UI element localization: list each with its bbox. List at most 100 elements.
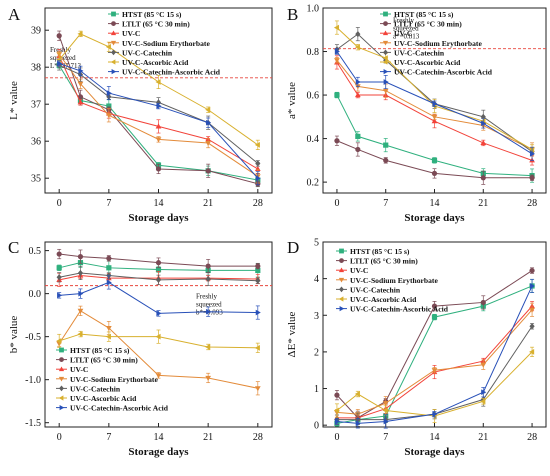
data-point bbox=[77, 31, 83, 37]
legend-label: UV-C-Catechin-Ascorbic Acid bbox=[70, 404, 169, 413]
data-point bbox=[333, 24, 340, 31]
x-tick-label: 28 bbox=[253, 432, 263, 443]
y-tick-label: 5 bbox=[314, 238, 319, 249]
data-point bbox=[106, 265, 112, 271]
data-point bbox=[105, 333, 111, 340]
x-tick-label: 7 bbox=[106, 198, 111, 209]
data-point bbox=[334, 418, 340, 425]
legend-marker bbox=[58, 395, 64, 401]
data-point bbox=[431, 170, 438, 177]
legend-label: UV-C bbox=[350, 266, 368, 275]
reference-label: squeezed bbox=[393, 25, 419, 33]
data-point bbox=[431, 314, 438, 320]
x-tick-label: 14 bbox=[154, 198, 164, 209]
legend-label: UV-C-Ascorbic Acid bbox=[122, 58, 189, 67]
legend-label: UV-C-Ascorbic Acid bbox=[350, 295, 417, 304]
panel-a: A 0 7 14 21 28 35 36 37 38 39 Storage days L* value… bbox=[8, 5, 273, 224]
x-tick-label: 7 bbox=[383, 198, 388, 209]
data-point bbox=[383, 142, 389, 148]
data-point bbox=[432, 100, 438, 107]
data-point bbox=[255, 309, 261, 316]
series-line bbox=[336, 305, 533, 419]
series-line bbox=[336, 27, 533, 150]
series bbox=[334, 302, 535, 420]
data-point bbox=[105, 325, 112, 332]
legend-label: HTST (85 °C 15 s) bbox=[122, 10, 182, 19]
data-point bbox=[355, 420, 361, 427]
data-point bbox=[205, 263, 211, 269]
series-line bbox=[336, 285, 533, 424]
y-axis-title: ΔE* value bbox=[286, 311, 298, 357]
legend-marker bbox=[382, 40, 389, 46]
legend-label: UV-C-Ascorbic Acid bbox=[70, 394, 137, 403]
series bbox=[334, 48, 536, 161]
legend-label: UV-C-Ascorbic Acid bbox=[394, 58, 461, 67]
data-point bbox=[56, 265, 62, 271]
legend-marker bbox=[58, 376, 65, 382]
legend-marker bbox=[59, 404, 65, 411]
legend-label: UV-C-Sodium Erythorbate bbox=[122, 39, 210, 48]
x-tick-label: 21 bbox=[478, 198, 488, 209]
data-point bbox=[155, 266, 162, 273]
y-axis-title: b* value bbox=[8, 316, 20, 354]
data-point bbox=[205, 140, 212, 147]
legend: HTST (85 °C 15 s)LTLT (65 °C 30 min)UV-C… bbox=[380, 10, 493, 77]
data-point bbox=[106, 255, 112, 261]
data-point bbox=[155, 123, 162, 129]
legend-marker bbox=[110, 40, 117, 46]
data-point bbox=[155, 373, 162, 379]
data-point bbox=[355, 133, 361, 140]
legend-marker bbox=[382, 59, 388, 65]
legend-marker bbox=[59, 385, 64, 392]
data-point bbox=[355, 146, 361, 153]
data-point bbox=[431, 303, 438, 309]
data-point bbox=[106, 103, 112, 109]
data-point bbox=[480, 175, 486, 181]
x-tick-label: 7 bbox=[106, 432, 111, 443]
data-point bbox=[255, 160, 261, 167]
x-tick-label: 0 bbox=[57, 198, 62, 209]
data-point bbox=[77, 254, 84, 260]
legend-marker bbox=[383, 49, 388, 56]
data-point bbox=[382, 88, 389, 94]
data-point bbox=[431, 114, 438, 120]
y-tick-label: 35 bbox=[31, 174, 41, 185]
series-line bbox=[58, 310, 258, 389]
series bbox=[57, 60, 261, 186]
data-point bbox=[354, 92, 361, 98]
data-point bbox=[334, 392, 340, 398]
reference-label: squeezed bbox=[50, 54, 76, 62]
legend-label: UV-C-Catechin bbox=[350, 285, 401, 294]
reference-label: Freshly bbox=[50, 46, 72, 54]
y-tick-label: -1.0 bbox=[25, 375, 41, 386]
reference-label: Freshly bbox=[393, 17, 415, 25]
x-tick-label: 28 bbox=[253, 198, 263, 209]
y-tick-label: 4 bbox=[314, 274, 319, 285]
data-point bbox=[255, 175, 261, 182]
data-point bbox=[355, 79, 361, 85]
legend-label: UV-C-Catechin-Ascorbic Acid bbox=[350, 305, 449, 314]
series-line bbox=[58, 35, 258, 185]
legend-label: UV-C-Sodium Erythorbate bbox=[394, 39, 482, 48]
data-point bbox=[355, 30, 361, 38]
x-tick-label: 0 bbox=[57, 432, 62, 443]
series-line bbox=[336, 140, 533, 179]
series-line bbox=[59, 63, 259, 179]
series-line bbox=[336, 351, 533, 417]
data-point bbox=[57, 60, 63, 67]
x-tick-label: 0 bbox=[334, 432, 339, 443]
legend-marker bbox=[59, 357, 64, 362]
legend-label: UV-C-Catechin bbox=[394, 48, 445, 57]
data-point bbox=[529, 150, 536, 157]
legend-marker bbox=[339, 258, 344, 263]
data-point bbox=[382, 407, 388, 414]
legend-label: UV-C bbox=[70, 365, 88, 374]
series-line bbox=[336, 59, 533, 150]
series-line bbox=[59, 253, 258, 267]
data-point bbox=[334, 48, 340, 55]
data-point bbox=[383, 157, 389, 163]
legend-marker bbox=[339, 286, 344, 293]
data-point bbox=[529, 146, 535, 153]
series-line bbox=[58, 55, 259, 170]
